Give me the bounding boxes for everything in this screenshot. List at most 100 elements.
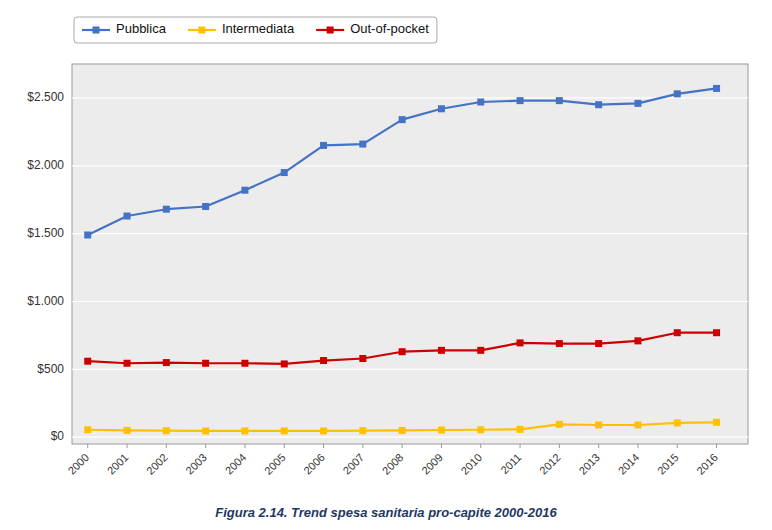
x-tick-label: 2013 <box>576 451 602 477</box>
marker <box>517 426 524 433</box>
x-tick-label: 2003 <box>183 451 209 477</box>
marker <box>124 360 131 367</box>
x-tick <box>559 444 560 448</box>
x-tick <box>677 444 678 448</box>
x-tick-label: 2011 <box>498 451 523 476</box>
marker <box>595 340 602 347</box>
y-tick-label: $2.000 <box>27 158 64 172</box>
marker <box>713 85 720 92</box>
grid-line <box>72 165 748 166</box>
marker <box>556 97 563 104</box>
grid-line <box>72 369 748 370</box>
x-tick <box>323 444 324 448</box>
legend-box <box>74 17 437 43</box>
x-tick-label: 2002 <box>144 451 170 477</box>
marker <box>517 97 524 104</box>
marker <box>556 421 563 428</box>
marker <box>202 360 209 367</box>
grid-line <box>72 301 748 302</box>
legend-label: Intermediata <box>222 21 295 36</box>
legend-marker <box>93 27 100 34</box>
chart: $0$500$1.000$1.500$2.000$2.5002000200120… <box>0 0 772 530</box>
marker <box>477 99 484 106</box>
marker <box>713 419 720 426</box>
x-tick <box>166 444 167 448</box>
x-tick <box>244 444 245 448</box>
line <box>88 333 717 364</box>
marker <box>281 427 288 434</box>
marker <box>399 116 406 123</box>
marker <box>124 427 131 434</box>
y-ticks: $0 $500 $1.000 $1.500 $2.000 $2.500 <box>27 90 64 443</box>
x-tick-label: 2005 <box>262 451 288 477</box>
y-tick-label: $2.500 <box>27 90 64 104</box>
x-tick <box>637 444 638 448</box>
x-tick-label: 2008 <box>380 451 406 477</box>
x-tick-label: 2016 <box>694 451 720 477</box>
grid-line <box>72 437 748 438</box>
legend-label: Pubblica <box>116 21 167 36</box>
marker <box>202 427 209 434</box>
x-tick-label: 2006 <box>301 451 327 477</box>
marker <box>359 427 366 434</box>
marker <box>674 329 681 336</box>
marker <box>320 142 327 149</box>
marker <box>477 426 484 433</box>
x-tick <box>284 444 285 448</box>
line <box>88 88 717 235</box>
x-tick-label: 2010 <box>458 451 484 477</box>
marker <box>517 339 524 346</box>
marker <box>674 419 681 426</box>
marker <box>163 206 170 213</box>
series <box>84 329 720 367</box>
x-tick <box>441 444 442 448</box>
marker <box>124 213 131 220</box>
marker <box>438 347 445 354</box>
marker <box>634 422 641 429</box>
x-tick <box>716 444 717 448</box>
marker <box>556 340 563 347</box>
marker <box>241 360 248 367</box>
marker <box>163 427 170 434</box>
x-tick <box>127 444 128 448</box>
marker <box>84 358 91 365</box>
data <box>84 85 720 435</box>
x-tick-label: 2004 <box>223 451 249 477</box>
legend-marker <box>198 27 205 34</box>
legend-label: Out-of-pocket <box>350 21 429 36</box>
marker <box>84 426 91 433</box>
y-grid <box>72 98 748 437</box>
marker <box>320 427 327 434</box>
x-tick-label: 2014 <box>616 451 642 477</box>
y-tick-label: $0 <box>51 429 65 443</box>
marker <box>359 141 366 148</box>
marker <box>713 329 720 336</box>
y-tick-label: $1.000 <box>27 294 64 308</box>
y-tick-label: $500 <box>37 362 64 376</box>
page: {"chart_data": { "type": "line", "title"… <box>0 0 772 530</box>
marker <box>595 422 602 429</box>
marker <box>320 357 327 364</box>
marker <box>281 169 288 176</box>
marker <box>241 187 248 194</box>
x-tick <box>480 444 481 448</box>
marker <box>634 100 641 107</box>
marker <box>674 90 681 97</box>
marker <box>399 427 406 434</box>
marker <box>84 232 91 239</box>
x-tick <box>87 444 88 448</box>
series <box>84 85 720 239</box>
legend: Pubblica Intermediata Out-of-pocket <box>74 17 437 43</box>
title: Figura 2.14. Trend spesa sanitaria pro-c… <box>215 505 557 520</box>
x-tick <box>362 444 363 448</box>
x-tick-label: 2009 <box>419 451 445 477</box>
x-tick <box>598 444 599 448</box>
x-tick <box>520 444 521 448</box>
x-ticks: 2000200120022003200420052006200720082009… <box>65 444 720 477</box>
x-tick <box>402 444 403 448</box>
marker <box>399 348 406 355</box>
marker <box>634 337 641 344</box>
y-tick-label: $1.500 <box>27 226 64 240</box>
marker <box>477 347 484 354</box>
marker <box>438 427 445 434</box>
